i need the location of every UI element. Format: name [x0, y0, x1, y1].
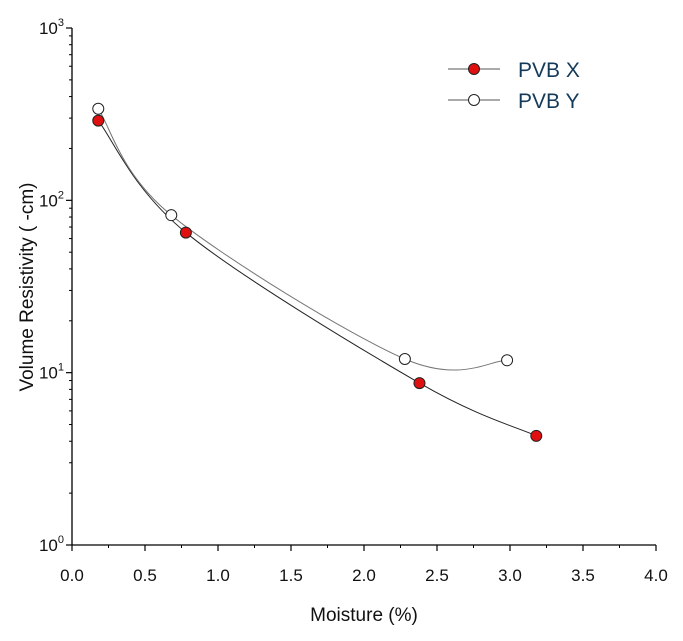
- y-tick-label: 102: [39, 189, 64, 210]
- x-tick-label: 4.0: [644, 566, 668, 585]
- x-tick-label: 3.0: [498, 566, 522, 585]
- series-layer: [92, 102, 543, 442]
- data-point-pvb-x: [530, 429, 543, 442]
- x-tick-label: 0.0: [60, 566, 84, 585]
- legend: PVB X PVB Y: [448, 59, 580, 113]
- series-line-pvb-y: [97, 108, 508, 371]
- x-axis-title: Moisture (%): [310, 605, 418, 626]
- legend-item-pvb-x: PVB X: [448, 59, 580, 82]
- data-point-pvb-y: [92, 102, 105, 115]
- y-axis-ticks: 100 101 102 103: [39, 17, 72, 555]
- series-line-pvb-x: [97, 120, 537, 437]
- legend-marker-pvb-x: [468, 63, 480, 75]
- x-axis-ticks: 0.0 0.5 1.0 1.5 2.0 2.5 3.0 3.5 4.0: [60, 545, 668, 585]
- x-tick-label: 2.0: [352, 566, 376, 585]
- data-point-pvb-x: [179, 226, 192, 239]
- legend-marker-pvb-y: [468, 94, 480, 106]
- data-point-pvb-y: [501, 354, 514, 367]
- x-tick-label: 3.5: [571, 566, 595, 585]
- legend-label-pvb-y: PVB Y: [518, 90, 579, 113]
- x-tick-label: 0.5: [133, 566, 157, 585]
- x-tick-label: 1.0: [206, 566, 230, 585]
- y-tick-label: 103: [39, 17, 64, 38]
- y-tick-label: 101: [39, 362, 64, 383]
- data-point-pvb-y: [165, 209, 178, 222]
- legend-item-pvb-y: PVB Y: [448, 90, 579, 113]
- data-point-pvb-y: [398, 353, 411, 366]
- legend-label-pvb-x: PVB X: [518, 59, 580, 82]
- x-tick-label: 1.5: [279, 566, 303, 585]
- y-tick-label: 100: [39, 534, 64, 555]
- x-tick-label: 2.5: [425, 566, 449, 585]
- data-point-pvb-x: [92, 114, 105, 127]
- y-axis-title: Volume Resistivity ( -cm): [17, 182, 38, 391]
- data-point-pvb-x: [413, 377, 426, 390]
